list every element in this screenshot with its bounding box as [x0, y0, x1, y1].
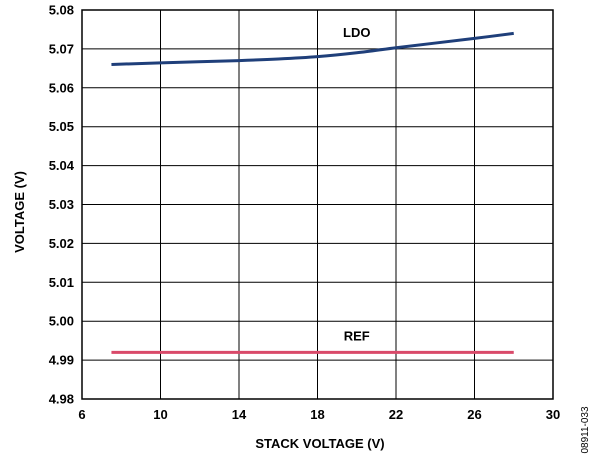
series-label-ref: REF	[344, 329, 370, 344]
y-tick-label: 5.03	[49, 197, 74, 212]
y-tick-label: 5.00	[49, 314, 74, 329]
x-tick-label: 14	[232, 407, 247, 422]
y-tick-label: 4.99	[49, 353, 74, 368]
y-tick-label: 4.98	[49, 392, 74, 407]
series-annotations: LDO REF	[343, 25, 370, 343]
figure-id: 08911-033	[580, 406, 591, 454]
x-axis-title: STACK VOLTAGE (V)	[255, 436, 384, 451]
x-tick-label: 10	[153, 407, 167, 422]
x-tick-label: 26	[467, 407, 481, 422]
y-axis-title: VOLTAGE (V)	[12, 171, 27, 253]
y-tick-label: 5.05	[49, 119, 74, 134]
y-tick-labels: 4.98 4.99 5.00 5.01 5.02 5.03 5.04 5.05 5.06 5.07…	[49, 3, 75, 407]
x-tick-label: 18	[310, 407, 324, 422]
y-tick-label: 5.08	[49, 3, 74, 18]
x-tick-label: 22	[389, 407, 403, 422]
y-tick-label: 5.06	[49, 80, 74, 95]
series-label-ldo: LDO	[343, 25, 370, 40]
y-tick-label: 5.01	[49, 275, 74, 290]
x-tick-label: 30	[546, 407, 560, 422]
x-tick-label: 6	[78, 407, 85, 422]
x-tick-labels: 6 10 14 18 22 26 30	[78, 407, 560, 422]
grid	[81, 9, 554, 400]
y-tick-label: 5.02	[49, 236, 74, 251]
y-tick-label: 5.07	[49, 41, 74, 56]
plot-frame	[81, 9, 554, 400]
series-layer	[111, 31, 514, 354]
series-line-ldo	[111, 31, 514, 66]
y-tick-label: 5.04	[49, 158, 75, 173]
